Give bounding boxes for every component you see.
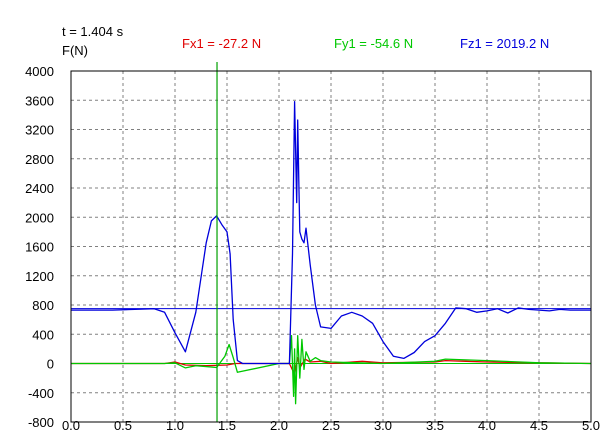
plot-frame (70, 70, 592, 423)
x-tick-label: 1.5 (218, 418, 236, 433)
y-tick-label: -400 (28, 386, 54, 401)
fx-readout: Fx1 = -27.2 N (182, 36, 261, 51)
y-tick-label: 0 (47, 357, 54, 372)
x-tick-label: 0.0 (62, 418, 80, 433)
y-tick-label: 400 (32, 327, 54, 342)
x-tick-label: 4.5 (530, 418, 548, 433)
x-tick-label: 4.0 (478, 418, 496, 433)
y-tick-label: 1600 (25, 240, 54, 255)
fy-readout: Fy1 = -54.6 N (334, 36, 413, 51)
x-tick-labels: 0.0 0.5 1.0 1.5 2.0 2.5 3.0 3.5 4.0 4.5 5.0 (62, 418, 600, 433)
x-tick-label: 2.0 (270, 418, 288, 433)
y-tick-label: 3200 (25, 123, 54, 138)
x-tick-label: 5.0 (582, 418, 600, 433)
x-tick-label: 1.0 (166, 418, 184, 433)
y-tick-label: 4000 (25, 64, 54, 79)
grid (70, 70, 592, 423)
series-line-fy (71, 335, 592, 405)
y-tick-label: 2400 (25, 181, 54, 196)
y-tick-labels: -800 -400 0 400 800 1200 1600 2000 2400 2800 3200 3… (25, 64, 54, 430)
x-tick-label: 3.5 (426, 418, 444, 433)
y-axis-label: F(N) (62, 43, 88, 58)
x-tick-label: 0.5 (114, 418, 132, 433)
y-tick-label: 2800 (25, 152, 54, 167)
x-tick-label: 3.0 (374, 418, 392, 433)
y-tick-label: 3600 (25, 93, 54, 108)
y-tick-label: 2000 (25, 210, 54, 225)
y-tick-label: -800 (28, 415, 54, 430)
fz-readout: Fz1 = 2019.2 N (460, 36, 549, 51)
y-tick-label: 1200 (25, 269, 54, 284)
x-tick-label: 2.5 (322, 418, 340, 433)
time-readout: t = 1.404 s (62, 24, 124, 39)
y-tick-label: 800 (32, 298, 54, 313)
